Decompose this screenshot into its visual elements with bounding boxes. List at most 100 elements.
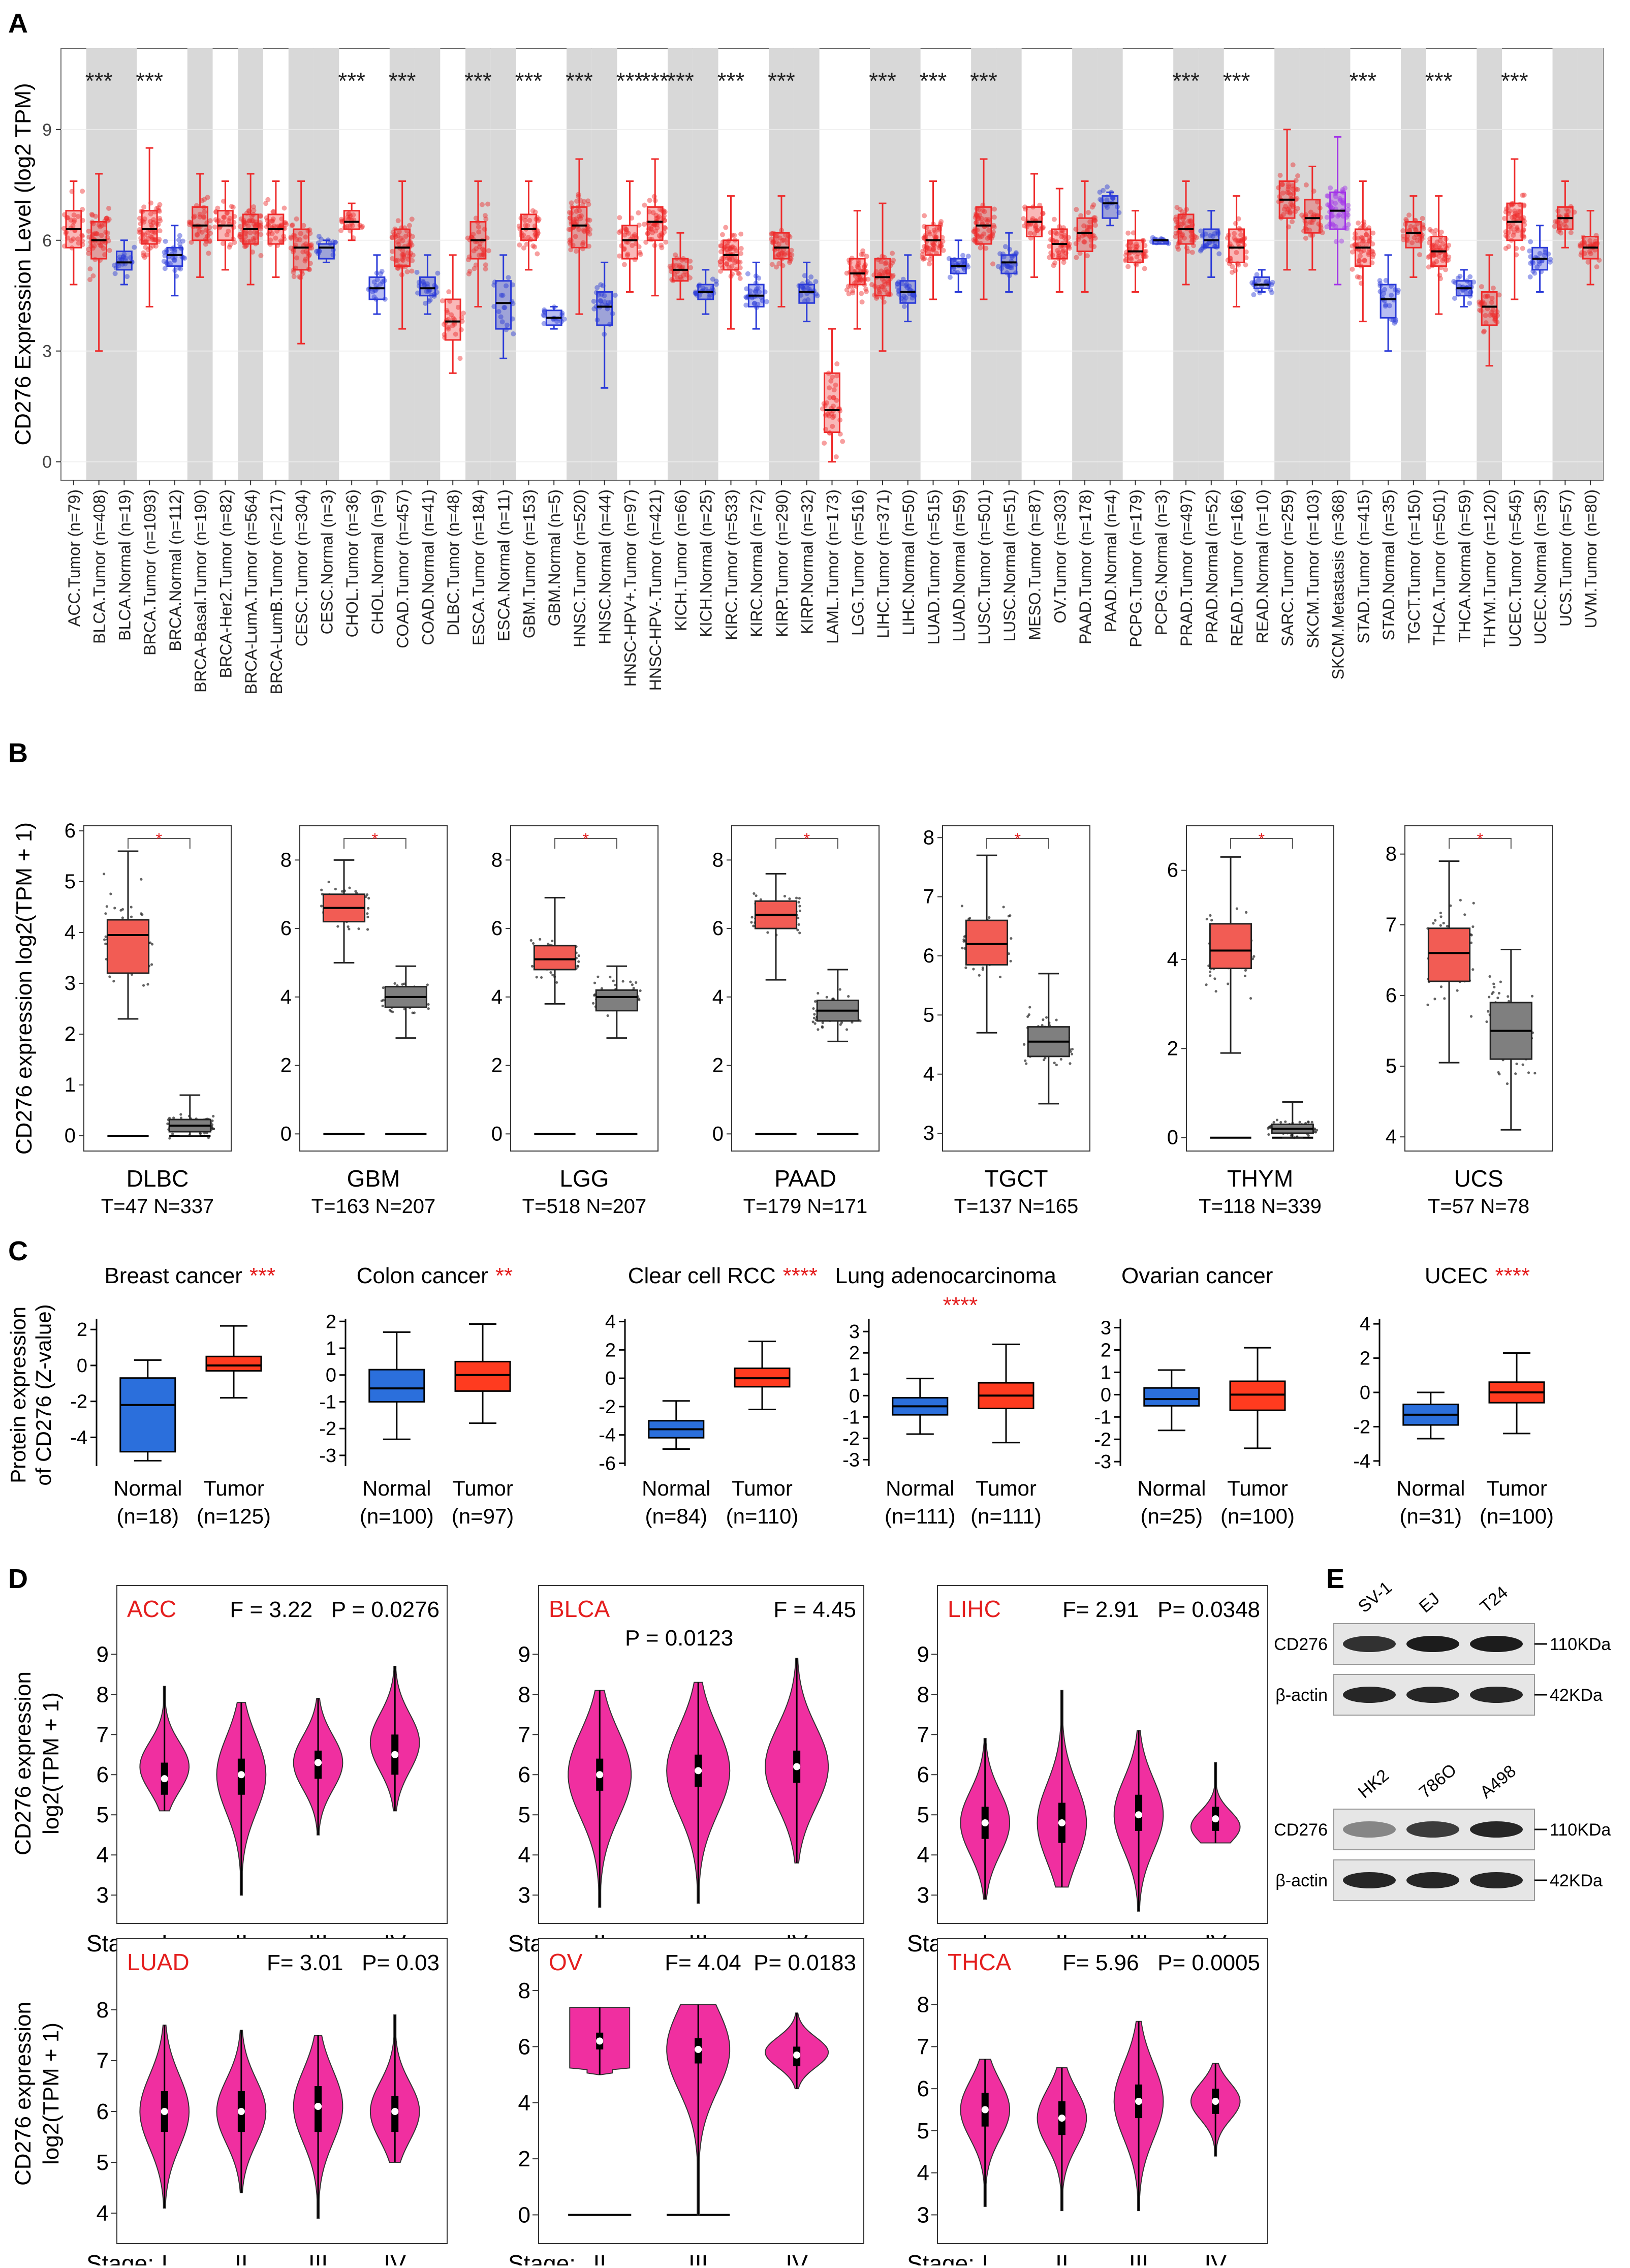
data-point [1213,977,1216,980]
data-point [227,215,233,221]
x-tick-label: UCEC.Normal (n=35) [1531,489,1550,644]
data-point [70,223,76,229]
y-tick-label: 6 [97,1762,109,1787]
box-31-box [849,258,866,286]
y-tick-label: 8 [491,849,503,871]
y-tick-label: 4 [1360,1314,1370,1335]
data-point [811,1020,814,1023]
data-point [130,906,133,909]
data-point [271,209,276,214]
data-point [1497,991,1500,995]
data-point [427,1007,430,1010]
box-21-box [596,291,613,326]
data-point [195,232,200,238]
y-axis-label-line2: log2(TPM + 1) [39,2023,64,2165]
y-tick-label: -1 [319,1391,336,1413]
data-point [347,224,353,229]
y-tick-label: 6 [518,1762,530,1787]
data-point [171,1132,174,1135]
data-point [1406,212,1412,218]
data-point [555,981,558,984]
data-point [367,896,370,900]
data-point [844,270,850,276]
data-point [1245,911,1248,914]
data-point [825,996,828,999]
data-point [201,214,206,220]
data-point [371,294,377,300]
shade-band [111,48,137,480]
data-point [401,253,406,258]
data-point [1279,1121,1282,1124]
significance-star: * [1015,830,1021,848]
data-point [978,974,981,977]
data-point [530,243,536,248]
data-point [1208,970,1212,973]
data-point [1452,296,1457,301]
y-tick-label: 8 [917,1993,929,2017]
data-point [1092,235,1098,241]
y-tick-label: 8 [280,849,292,871]
data-point [398,235,404,241]
data-point [1490,285,1496,291]
size-marker: 110KDa [1550,1635,1611,1654]
data-point [769,262,775,267]
stage-prefix: Stage: [508,2250,576,2265]
data-point [293,242,298,248]
data-point [1400,228,1406,234]
data-point [1243,974,1247,978]
plot-title: Ovarian cancer [1121,1263,1273,1288]
data-point [109,892,112,895]
data-point [206,251,211,256]
data-point [145,236,151,241]
significance-stars: **** [943,1293,978,1318]
x-tick-label: SKCM.Metastasis (n=368) [1329,489,1347,679]
data-point [290,222,295,228]
data-point [1216,251,1222,257]
x-count-normal: (n=84) [645,1504,708,1528]
stage-prefix: Stage: [907,2250,975,2265]
data-point [274,224,279,230]
shade-band [1097,48,1123,480]
data-point [186,219,192,225]
data-point [632,986,635,990]
significance-star: *** [1425,68,1453,94]
y-tick-label: 7 [917,2034,929,2059]
data-point [113,907,116,910]
data-point [1490,992,1494,996]
box-41-box [1102,195,1119,219]
y-tick-label: 5 [97,1803,109,1827]
data-point [148,222,154,228]
data-point [340,890,344,893]
data-point [405,250,411,256]
y-tick-label: 6 [280,917,292,940]
data-point [226,228,231,234]
y-tick-label: 8 [518,1978,530,2003]
data-point [539,938,542,941]
significance-star: *** [970,68,997,94]
data-point [927,261,932,267]
data-point [797,900,800,904]
y-tick-label: 4 [712,986,724,1008]
violin-median [315,2103,322,2110]
data-point [1328,185,1333,191]
significance-stars: **** [783,1263,818,1288]
data-point [895,285,900,290]
blot-band [1406,1687,1459,1703]
box-30-box [824,372,840,433]
significance-star: * [583,830,589,848]
box-52-box [1380,284,1397,319]
data-point [859,252,864,257]
y-tick-label: 3 [97,1883,109,1908]
data-point [1520,245,1525,251]
data-point [330,239,336,244]
x-count-normal: (n=18) [117,1504,179,1528]
data-point [1530,995,1534,998]
data-point [530,965,534,968]
data-point [150,963,153,966]
data-point [399,252,405,258]
data-point [153,243,159,249]
data-point [303,241,308,247]
y-tick-label: 1 [326,1338,336,1359]
box-5-box [192,206,209,241]
data-point [1024,1059,1027,1062]
